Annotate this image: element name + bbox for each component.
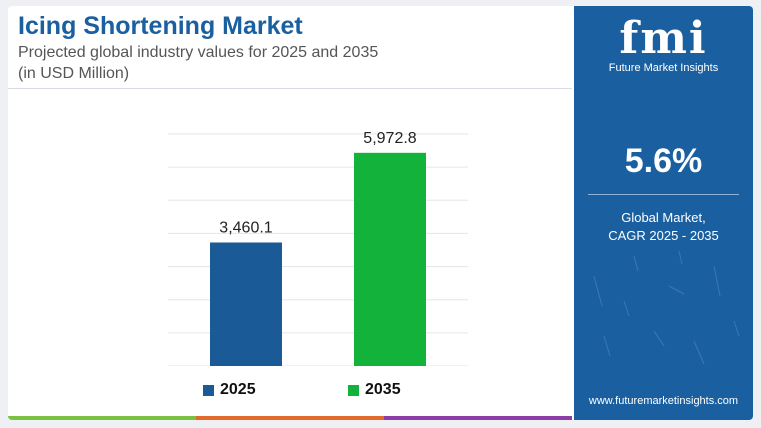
subtitle-line-1: Projected global industry values for 202…: [18, 44, 379, 61]
bar-2035: [354, 152, 426, 366]
chart-legend: 2025 2035: [203, 381, 443, 407]
legend-label-2035: 2035: [365, 381, 401, 398]
legend-swatch-2025: [203, 384, 214, 396]
subtitle-line-2: (in USD Million): [18, 65, 130, 82]
bar-chart: 3,460.1 5,972.8: [168, 130, 468, 366]
data-label-2025: 3,460.1: [219, 220, 272, 237]
fmi-logo: fmi Future Market Insights: [574, 13, 753, 75]
title-divider: [8, 88, 572, 89]
logo-text: Future Market Insights: [608, 62, 719, 74]
cagr-value: 5.6%: [624, 142, 703, 180]
bottom-bar-purple: [384, 416, 572, 420]
legend-item-2035: 2035: [348, 381, 401, 399]
legend-item-2025: 2025: [203, 381, 256, 399]
cagr-label: Global Market, CAGR 2025 - 2035: [574, 209, 753, 245]
legend-swatch-2035: [348, 384, 359, 396]
website-link[interactable]: www.futuremarketinsights.com: [588, 395, 739, 407]
cagr-label-line-2: CAGR 2025 - 2035: [608, 228, 719, 243]
chart-subtitle: Projected global industry values for 202…: [18, 42, 438, 84]
sidebar-divider: [588, 194, 739, 195]
data-label-2035: 5,972.8: [363, 130, 416, 147]
bottom-bar-orange: [196, 416, 384, 420]
decorative-pattern: [593, 250, 740, 365]
legend-label-2025: 2025: [220, 381, 256, 398]
bottom-bar-green: [8, 416, 196, 420]
logo-mark: fmi: [619, 13, 708, 64]
bottom-color-bar: [8, 416, 572, 420]
bar-2025: [210, 242, 282, 366]
chart-card: Icing Shortening Market Projected global…: [8, 6, 753, 420]
info-sidebar: fmi Future Market Insights 5.6% Global M…: [574, 6, 753, 420]
chart-title: Icing Shortening Market: [18, 12, 303, 40]
cagr-label-line-1: Global Market,: [621, 210, 706, 225]
